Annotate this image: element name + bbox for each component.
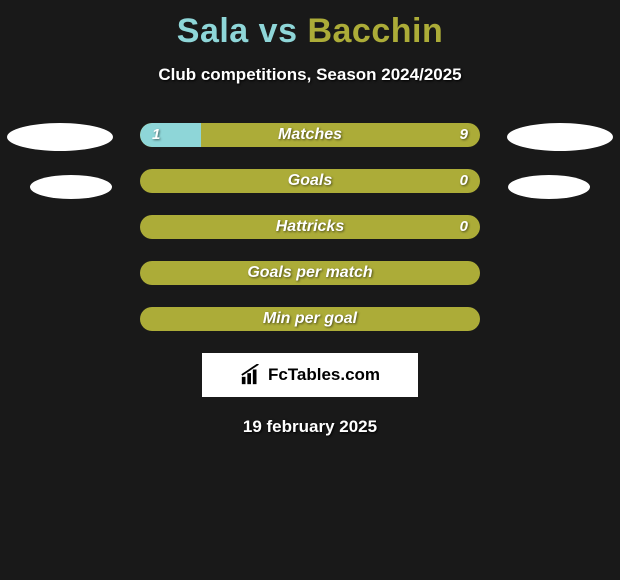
comparison-title: Sala vs Bacchin (0, 0, 620, 51)
subtitle: Club competitions, Season 2024/2025 (0, 65, 620, 85)
decor-ellipse-right-2 (508, 175, 590, 199)
decor-ellipse-right-1 (507, 123, 613, 151)
stat-bar: 19Matches (140, 123, 480, 147)
stat-bars: 19Matches 0Goals 0Hattricks Goals per match… (140, 123, 480, 331)
date-text: 19 february 2025 (0, 417, 620, 437)
stat-bar: 0Goals (140, 169, 480, 193)
stat-bar: Goals per match (140, 261, 480, 285)
decor-ellipse-left-2 (30, 175, 112, 199)
stat-label: Hattricks (140, 215, 480, 239)
stat-label: Min per goal (140, 307, 480, 331)
chart-icon (240, 364, 262, 386)
stat-label: Goals per match (140, 261, 480, 285)
vs-text: vs (259, 12, 298, 50)
stat-bar: Min per goal (140, 307, 480, 331)
decor-ellipse-left-1 (7, 123, 113, 151)
player2-name: Bacchin (307, 12, 443, 50)
stat-label: Matches (140, 123, 480, 147)
stat-label: Goals (140, 169, 480, 193)
stats-area: 19Matches 0Goals 0Hattricks Goals per match… (0, 123, 620, 331)
player1-name: Sala (177, 12, 249, 50)
stat-bar: 0Hattricks (140, 215, 480, 239)
branding-text: FcTables.com (268, 365, 380, 385)
branding-box: FcTables.com (202, 353, 418, 397)
